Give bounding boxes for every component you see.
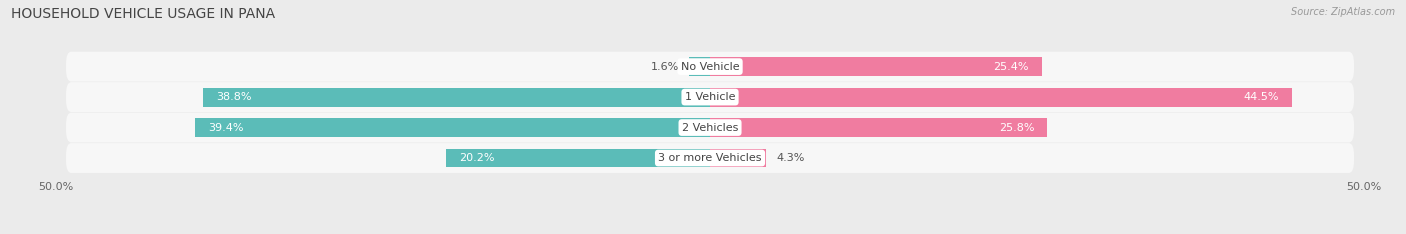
Text: 38.8%: 38.8% (215, 92, 252, 102)
FancyBboxPatch shape (66, 52, 1354, 81)
Text: 25.4%: 25.4% (994, 62, 1029, 72)
Bar (195, 118, 710, 137)
Text: Source: ZipAtlas.com: Source: ZipAtlas.com (1291, 7, 1395, 17)
FancyBboxPatch shape (66, 82, 1354, 112)
Text: 20.2%: 20.2% (458, 153, 495, 163)
Text: HOUSEHOLD VEHICLE USAGE IN PANA: HOUSEHOLD VEHICLE USAGE IN PANA (11, 7, 276, 21)
Text: 1.6%: 1.6% (651, 62, 679, 72)
FancyBboxPatch shape (66, 113, 1354, 143)
Bar (710, 57, 1042, 76)
Bar (710, 88, 1292, 106)
Bar (710, 118, 1047, 137)
Text: 2 Vehicles: 2 Vehicles (682, 123, 738, 132)
Bar (689, 57, 710, 76)
Bar (710, 149, 766, 168)
Text: 39.4%: 39.4% (208, 123, 243, 132)
Text: No Vehicle: No Vehicle (681, 62, 740, 72)
FancyBboxPatch shape (66, 143, 1354, 173)
Text: 1 Vehicle: 1 Vehicle (685, 92, 735, 102)
Bar (202, 88, 710, 106)
Text: 3 or more Vehicles: 3 or more Vehicles (658, 153, 762, 163)
Text: 44.5%: 44.5% (1243, 92, 1279, 102)
Bar (446, 149, 710, 168)
Text: 25.8%: 25.8% (998, 123, 1035, 132)
Text: 4.3%: 4.3% (776, 153, 806, 163)
